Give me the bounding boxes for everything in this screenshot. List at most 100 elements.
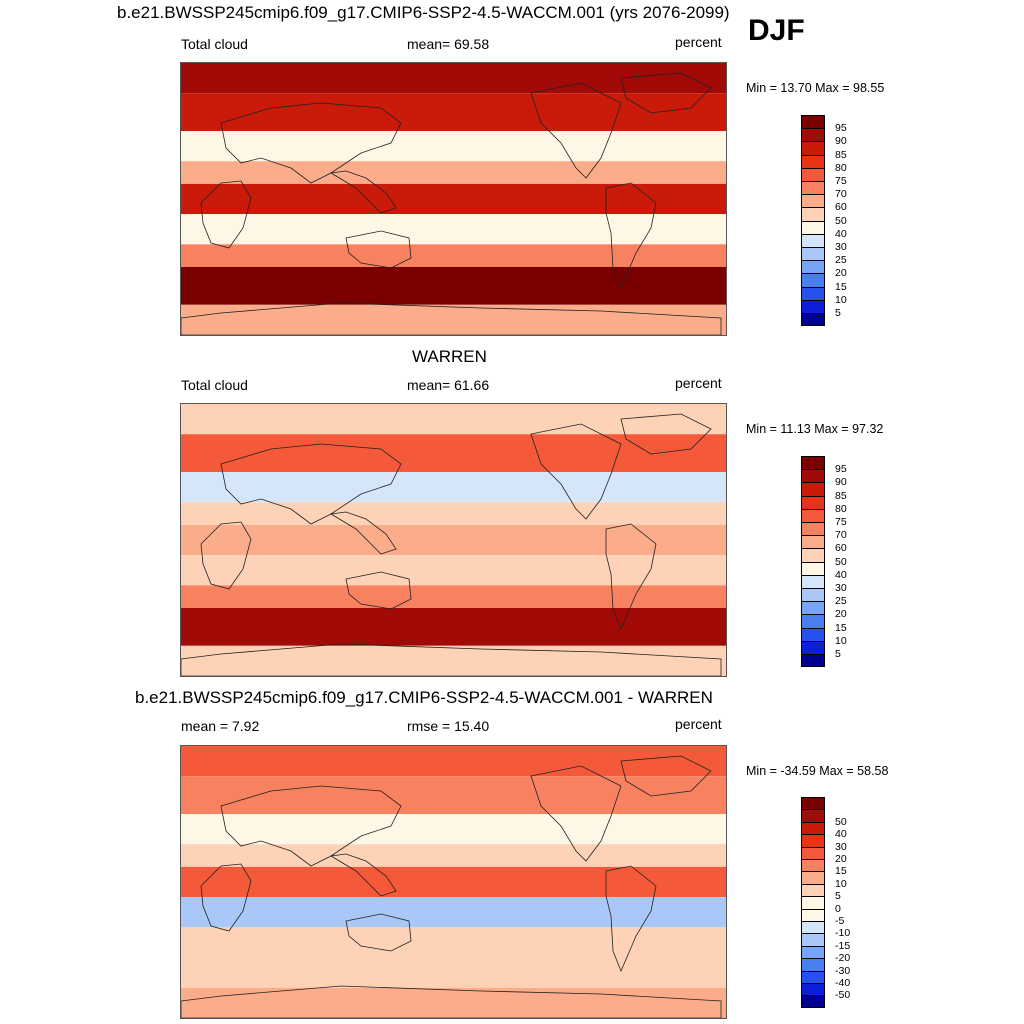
field-band-4 [181, 866, 726, 898]
colorbar-tick-label: 10 [835, 634, 847, 647]
coastline-0 [200, 180, 252, 249]
field-band-6 [181, 585, 726, 608]
colorbar-cell [801, 933, 825, 946]
colorbar-tick-label: 80 [835, 502, 847, 515]
colorbar-tick-label: 20 [835, 853, 847, 865]
field-band-2 [181, 814, 726, 845]
field-band-8 [181, 645, 726, 676]
colorbar-cell [801, 286, 825, 300]
colorbar-cell [801, 588, 825, 602]
panel-2-variable: Total cloud [181, 377, 248, 393]
colorbar-tick-label: 30 [835, 241, 847, 253]
colorbar-tick-label: -50 [835, 989, 851, 1002]
colorbar-tick-label: 30 [835, 582, 847, 594]
colorbar-tick-label: 40 [835, 828, 847, 841]
colorbar-tick-label: 10 [835, 293, 847, 306]
colorbar-frame [801, 456, 825, 668]
coastline-1 [220, 102, 402, 184]
colorbar-tick-label: -15 [835, 939, 851, 952]
coastline-7 [181, 302, 722, 335]
colorbar-cell [801, 181, 825, 195]
colorbar-cell [801, 995, 825, 1008]
colorbar-cell [801, 548, 825, 562]
colorbar-cell [801, 469, 825, 483]
colorbar-cell [801, 908, 825, 921]
coastline-6 [620, 413, 712, 455]
colorbar-cell [801, 640, 825, 654]
colorbar-tick-label: 50 [835, 214, 847, 227]
colorbar-cell [801, 614, 825, 628]
map-svg [181, 63, 726, 335]
colorbar-cell [801, 167, 825, 181]
coastline-3 [345, 571, 412, 610]
colorbar-frame [801, 115, 825, 327]
colorbar-tick-label: 70 [835, 188, 847, 201]
colorbar-tick-label: 5 [835, 890, 841, 903]
field-band-5 [181, 214, 726, 245]
colorbar-cell [801, 561, 825, 575]
coastline-7 [181, 643, 722, 676]
colorbar-tick-label: 10 [835, 877, 847, 890]
panel-3-minmax: Min = -34.59 Max = 58.58 [746, 764, 889, 778]
colorbar-tick-label: 0 [835, 902, 841, 915]
colorbar-tick-label: 40 [835, 568, 847, 581]
colorbar-tick-label: 15 [835, 865, 847, 878]
panel-3-mean: mean = 7.92 [181, 718, 260, 734]
coastline-3 [345, 230, 412, 269]
field-band-0 [181, 63, 726, 94]
colorbar-cell [801, 128, 825, 142]
field-band-7 [181, 950, 726, 988]
colorbar-cell [801, 896, 825, 909]
coastline-0 [200, 863, 252, 932]
colorbar-cell [801, 883, 825, 897]
coastline-2 [329, 170, 397, 214]
colorbar-cell [801, 846, 825, 859]
colorbar-cell [801, 627, 825, 641]
colorbar-tick-label: 70 [835, 529, 847, 542]
colorbar-tick-label: 50 [835, 815, 847, 828]
colorbar-tick-label: 25 [835, 595, 847, 608]
colorbar-cell [801, 141, 825, 155]
field-band-8 [181, 987, 726, 1018]
coastline-2 [329, 511, 397, 555]
panel-2-title: WARREN [412, 347, 487, 366]
field-band-1 [181, 776, 726, 814]
coastline-5 [605, 865, 657, 973]
colorbar-tick-label: -30 [835, 964, 851, 977]
field-band-7 [181, 267, 726, 305]
colorbar-tick-label: 95 [835, 463, 847, 476]
colorbar-cell [801, 482, 825, 496]
coastline-3 [345, 913, 412, 952]
colorbar-cell [801, 871, 825, 884]
coastline-4 [530, 82, 622, 179]
field-band-2 [181, 131, 726, 162]
coastline-6 [620, 755, 712, 797]
colorbar-tick-label: 20 [835, 608, 847, 621]
colorbar-cell [801, 154, 825, 168]
colorbar-cell [801, 247, 825, 261]
colorbar-cell [801, 945, 825, 959]
coastline-6 [620, 72, 712, 114]
colorbar-tick-label: 75 [835, 516, 847, 528]
colorbar-tick-label: -40 [835, 977, 851, 989]
colorbar-cell [801, 821, 825, 835]
colorbar-cell [801, 313, 825, 327]
coastline-4 [530, 423, 622, 520]
field-band-5 [181, 555, 726, 586]
colorbar-cell [801, 809, 825, 822]
map-svg [181, 746, 726, 1018]
field-band-1 [181, 434, 726, 472]
colorbar-tick-label: 40 [835, 227, 847, 240]
colorbar-tick-label: -20 [835, 952, 851, 965]
panel-1-minmax: Min = 13.70 Max = 98.55 [746, 81, 885, 95]
colorbar-cell [801, 535, 825, 549]
colorbar-tick-label: -5 [835, 915, 845, 927]
colorbar-tick-label: 25 [835, 254, 847, 267]
colorbar-tick-label: 85 [835, 148, 847, 161]
colorbar-tick-label: 15 [835, 280, 847, 293]
field-band-4 [181, 524, 726, 556]
colorbar-tick-label: 5 [835, 307, 841, 319]
colorbar-tick-label: 60 [835, 542, 847, 555]
panel-1-units: percent [675, 34, 722, 50]
field-band-8 [181, 304, 726, 335]
